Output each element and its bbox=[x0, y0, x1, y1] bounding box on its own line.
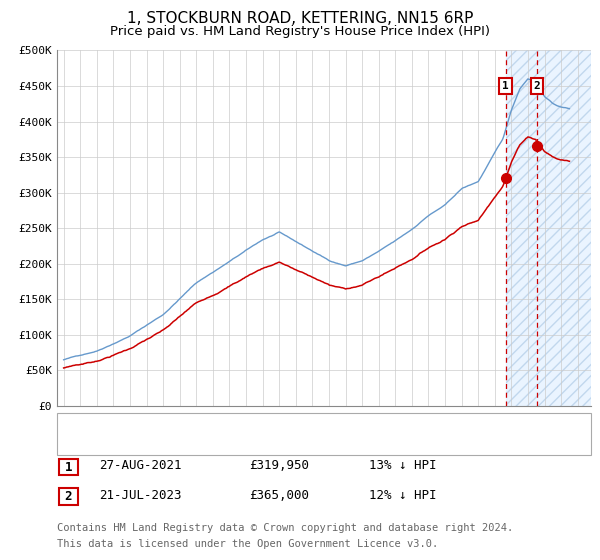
Text: 2: 2 bbox=[533, 81, 541, 91]
Text: 27-AUG-2021: 27-AUG-2021 bbox=[99, 459, 182, 473]
Text: 1, STOCKBURN ROAD, KETTERING, NN15 6RP (detached house): 1, STOCKBURN ROAD, KETTERING, NN15 6RP (… bbox=[100, 418, 491, 431]
Bar bbox=[506, 50, 591, 406]
Text: 21-JUL-2023: 21-JUL-2023 bbox=[99, 489, 182, 502]
Text: 1: 1 bbox=[65, 460, 72, 474]
Text: This data is licensed under the Open Government Licence v3.0.: This data is licensed under the Open Gov… bbox=[57, 539, 438, 549]
Text: 12% ↓ HPI: 12% ↓ HPI bbox=[369, 489, 437, 502]
Text: 1, STOCKBURN ROAD, KETTERING, NN15 6RP: 1, STOCKBURN ROAD, KETTERING, NN15 6RP bbox=[127, 11, 473, 26]
Bar bbox=[506, 50, 591, 406]
Text: £319,950: £319,950 bbox=[249, 459, 309, 473]
Text: 13% ↓ HPI: 13% ↓ HPI bbox=[369, 459, 437, 473]
Text: Contains HM Land Registry data © Crown copyright and database right 2024.: Contains HM Land Registry data © Crown c… bbox=[57, 523, 513, 533]
Text: HPI: Average price, detached house, North Northamptonshire: HPI: Average price, detached house, Nort… bbox=[100, 437, 513, 450]
Text: £365,000: £365,000 bbox=[249, 489, 309, 502]
Text: 2: 2 bbox=[65, 490, 72, 503]
Text: Price paid vs. HM Land Registry's House Price Index (HPI): Price paid vs. HM Land Registry's House … bbox=[110, 25, 490, 38]
Text: 1: 1 bbox=[502, 81, 509, 91]
